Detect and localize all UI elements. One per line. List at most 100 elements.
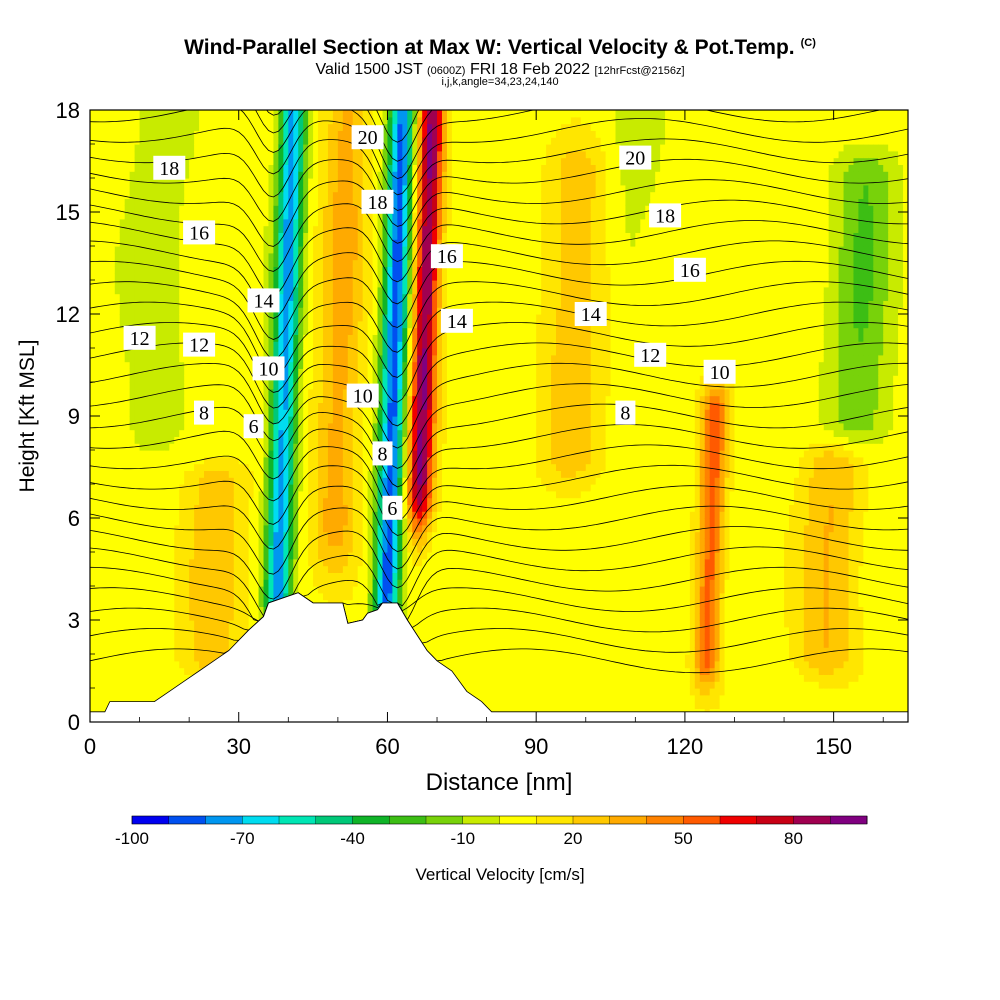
- field-cell: [278, 484, 284, 492]
- field-cell: [253, 252, 260, 261]
- field-cell: [213, 286, 220, 295]
- field-cell: [204, 354, 210, 363]
- field-cell: [308, 198, 314, 206]
- field-cell: [164, 572, 170, 580]
- field-cell: [109, 402, 116, 410]
- field-cell: [238, 443, 245, 451]
- field-cell: [273, 171, 279, 179]
- field-cell: [208, 443, 215, 451]
- field-cell: [104, 232, 111, 240]
- field-cell: [109, 647, 116, 655]
- field-cell: [189, 137, 195, 145]
- field-cell: [104, 497, 111, 505]
- field-cell: [223, 239, 230, 247]
- field-cell: [308, 252, 314, 261]
- field-cell: [248, 116, 255, 125]
- field-cell: [90, 667, 96, 675]
- field-cell: [303, 348, 309, 356]
- field-cell: [342, 361, 349, 369]
- field-cell: [352, 293, 359, 301]
- field-cell: [90, 327, 96, 335]
- field-cell: [119, 640, 126, 648]
- field-cell: [347, 246, 354, 254]
- field-cell: [347, 334, 354, 342]
- field-cell: [104, 633, 111, 641]
- field-cell: [337, 157, 344, 165]
- field-cell: [248, 477, 255, 485]
- field-cell: [268, 320, 275, 329]
- field-cell: [303, 416, 309, 424]
- field-cell: [139, 416, 146, 424]
- field-cell: [233, 191, 240, 199]
- field-cell: [109, 409, 116, 417]
- field-cell: [273, 348, 279, 356]
- field-cell: [134, 314, 141, 322]
- field-cell: [332, 416, 339, 424]
- field-cell: [94, 273, 101, 281]
- field-cell: [233, 334, 240, 342]
- field-cell: [263, 314, 270, 322]
- field-cell: [243, 586, 250, 594]
- field-cell: [109, 565, 116, 573]
- field-cell: [223, 368, 230, 376]
- field-cell: [194, 443, 200, 451]
- field-cell: [194, 246, 200, 254]
- field-cell: [109, 320, 116, 329]
- field-cell: [144, 246, 151, 254]
- field-cell: [253, 592, 260, 601]
- field-cell: [164, 654, 170, 662]
- field-cell: [179, 552, 185, 560]
- field-cell: [109, 164, 116, 172]
- field-cell: [104, 688, 111, 696]
- field-cell: [189, 409, 195, 417]
- field-cell: [268, 402, 275, 410]
- field-cell: [238, 212, 245, 220]
- field-cell: [129, 470, 136, 478]
- field-cell: [94, 259, 101, 267]
- field-cell: [119, 198, 126, 206]
- field-cell: [169, 647, 175, 655]
- field-cell: [318, 252, 324, 261]
- field-cell: [268, 456, 275, 465]
- field-cell: [362, 538, 369, 546]
- field-cell: [323, 137, 329, 145]
- field-cell: [248, 511, 255, 519]
- field-cell: [228, 572, 235, 580]
- field-cell: [347, 477, 354, 485]
- field-cell: [248, 443, 255, 451]
- field-cell: [283, 144, 289, 152]
- field-cell: [293, 341, 299, 349]
- field-cell: [352, 164, 359, 172]
- field-cell: [199, 157, 205, 165]
- field-cell: [179, 178, 185, 186]
- field-cell: [194, 252, 200, 261]
- field-cell: [169, 409, 175, 417]
- field-cell: [248, 361, 255, 369]
- field-cell: [99, 327, 106, 335]
- field-cell: [144, 626, 151, 635]
- field-cell: [218, 586, 225, 594]
- field-cell: [109, 681, 116, 689]
- field-cell: [90, 436, 96, 444]
- field-cell: [124, 660, 131, 669]
- field-cell: [263, 511, 270, 519]
- field-cell: [119, 259, 126, 267]
- field-cell: [347, 130, 354, 138]
- field-cell: [213, 422, 220, 431]
- field-cell: [233, 314, 240, 322]
- field-cell: [318, 116, 324, 125]
- field-cell: [313, 470, 319, 478]
- field-cell: [248, 123, 255, 131]
- field-cell: [99, 382, 106, 390]
- field-cell: [243, 565, 250, 573]
- field-cell: [179, 538, 185, 546]
- field-cell: [144, 660, 151, 669]
- field-cell: [238, 565, 245, 573]
- field-cell: [362, 572, 369, 580]
- field-cell: [154, 388, 161, 397]
- field-cell: [174, 348, 180, 356]
- field-cell: [174, 640, 180, 648]
- field-cell: [114, 327, 121, 335]
- field-cell: [104, 191, 111, 199]
- field-cell: [159, 565, 165, 573]
